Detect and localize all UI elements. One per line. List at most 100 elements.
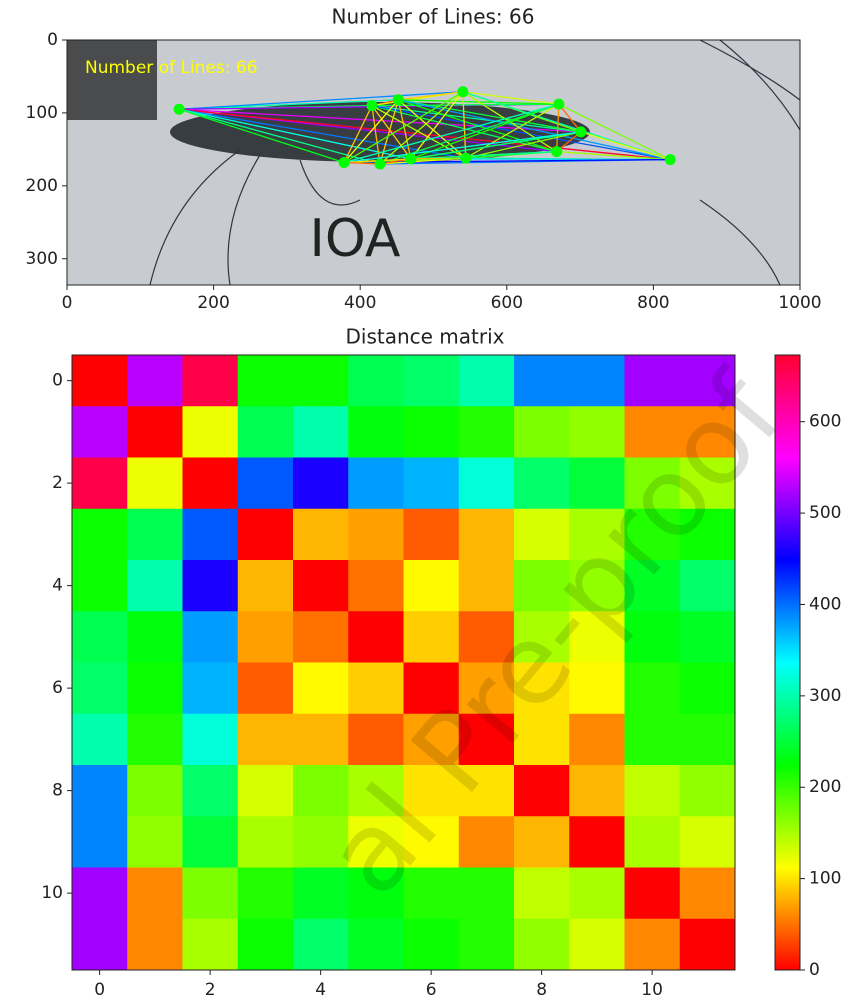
photo-panel: IOA Number of Lines: 66 Number of Lines:… bbox=[26, 5, 822, 314]
heatmap-cell bbox=[182, 816, 239, 868]
heatmap-cell bbox=[514, 662, 570, 715]
heatmap-cell bbox=[348, 457, 404, 510]
heatmap-cell bbox=[514, 867, 570, 920]
connection-line bbox=[343, 103, 560, 164]
heatmap-cell bbox=[403, 867, 460, 920]
heatmap-cell bbox=[514, 918, 570, 971]
x-tick-label: 2 bbox=[205, 980, 216, 1000]
heatmap-cell bbox=[127, 560, 183, 612]
heatmap-cell bbox=[348, 406, 404, 458]
connection-line bbox=[344, 158, 671, 164]
heatmap-cell bbox=[127, 508, 183, 561]
heatmap-cell bbox=[72, 713, 128, 766]
heatmap-cell bbox=[403, 662, 460, 715]
heatmap-cell bbox=[458, 355, 515, 407]
heatmap-cell bbox=[458, 662, 515, 715]
heatmap-cell bbox=[569, 918, 625, 971]
connection-line bbox=[379, 99, 399, 165]
heatmap-cell bbox=[679, 611, 736, 663]
heatmap-cell bbox=[569, 508, 625, 561]
y-tick-label: 4 bbox=[52, 576, 63, 596]
connection-line bbox=[178, 108, 381, 165]
point bbox=[374, 158, 386, 170]
y-tick-label: 0 bbox=[47, 30, 58, 50]
heatmap-cell bbox=[72, 355, 128, 407]
heatmap-cell bbox=[569, 457, 625, 510]
point bbox=[553, 98, 565, 110]
heatmap-cell bbox=[679, 355, 736, 407]
heatmap-cell bbox=[127, 816, 183, 868]
heatmap-cell bbox=[182, 560, 239, 612]
heatmap-cell bbox=[514, 611, 570, 663]
point bbox=[460, 152, 472, 164]
heatmap-cell bbox=[679, 765, 736, 817]
connection-line bbox=[344, 161, 381, 165]
connection-line bbox=[465, 131, 581, 159]
heatmap-cell bbox=[514, 508, 570, 561]
connection-line bbox=[379, 91, 464, 165]
heatmap-cell bbox=[293, 560, 349, 612]
connection-line bbox=[398, 99, 671, 161]
heatmap-cell bbox=[458, 867, 515, 920]
connection-line bbox=[179, 91, 463, 110]
connection-line bbox=[397, 99, 412, 159]
heatmap-cell bbox=[348, 611, 404, 663]
y-tick-label: 2 bbox=[52, 473, 63, 493]
heatmap-cell bbox=[293, 611, 349, 663]
heatmap-cell bbox=[237, 765, 294, 817]
x-tick-label: 1000 bbox=[778, 293, 821, 313]
heatmap-cell bbox=[293, 765, 349, 817]
heatmap-cell bbox=[293, 457, 349, 510]
heatmap-cell bbox=[569, 560, 625, 612]
heatmap-cell bbox=[679, 457, 736, 510]
colorbar bbox=[774, 354, 801, 971]
heatmap-cell bbox=[624, 406, 681, 458]
chart-title: Distance matrix bbox=[345, 325, 504, 349]
heatmap-cell bbox=[348, 560, 404, 612]
heatmap-cell bbox=[679, 867, 736, 920]
connection-line bbox=[178, 108, 345, 164]
y-tick-label: 300 bbox=[26, 249, 58, 269]
heatmap-cell bbox=[182, 508, 239, 561]
heatmap-cell bbox=[237, 355, 294, 407]
heatmap-cell bbox=[72, 765, 128, 817]
heatmap-cell bbox=[403, 765, 460, 817]
connection-line bbox=[555, 104, 560, 152]
heatmap-cell bbox=[624, 918, 681, 971]
heatmap-cell bbox=[237, 713, 294, 766]
heatmap-cell bbox=[127, 355, 183, 407]
x-tick-label: 800 bbox=[637, 293, 669, 313]
heatmap-cell bbox=[348, 867, 404, 920]
heatmap-cell bbox=[403, 457, 460, 510]
connection-line bbox=[410, 103, 560, 160]
heatmap-cell bbox=[237, 918, 294, 971]
heatmap-cell bbox=[569, 816, 625, 868]
heatmap-cell bbox=[348, 508, 404, 561]
point bbox=[664, 154, 676, 166]
heatmap-cell bbox=[624, 611, 681, 663]
colorbar-tick-label: 100 bbox=[809, 869, 841, 889]
heatmap-cell bbox=[348, 918, 404, 971]
photo bbox=[67, 40, 800, 285]
heatmap-cell bbox=[293, 508, 349, 561]
connection-line bbox=[343, 91, 464, 164]
heatmap-cell bbox=[458, 457, 515, 510]
y-tick-label: 6 bbox=[52, 678, 63, 698]
heatmap-cell bbox=[348, 713, 404, 766]
heatmap-cell bbox=[403, 355, 460, 407]
heatmap-cell bbox=[127, 457, 183, 510]
y-tick-label: 100 bbox=[26, 103, 58, 123]
colorbar-tick-label: 500 bbox=[809, 503, 841, 523]
heatmap-cell bbox=[72, 918, 128, 971]
heatmap-cell bbox=[237, 611, 294, 663]
heatmap-cell bbox=[458, 765, 515, 817]
heatmap-cell bbox=[514, 765, 570, 817]
heatmap-cell bbox=[624, 765, 681, 817]
colorbar-tick-label: 400 bbox=[809, 594, 841, 614]
heatmap-cell bbox=[403, 611, 460, 663]
heatmap-cell bbox=[679, 406, 736, 458]
colorbar-tick-label: 300 bbox=[809, 686, 841, 706]
heatmap-cell bbox=[182, 406, 239, 458]
heatmap-cell bbox=[182, 867, 239, 920]
